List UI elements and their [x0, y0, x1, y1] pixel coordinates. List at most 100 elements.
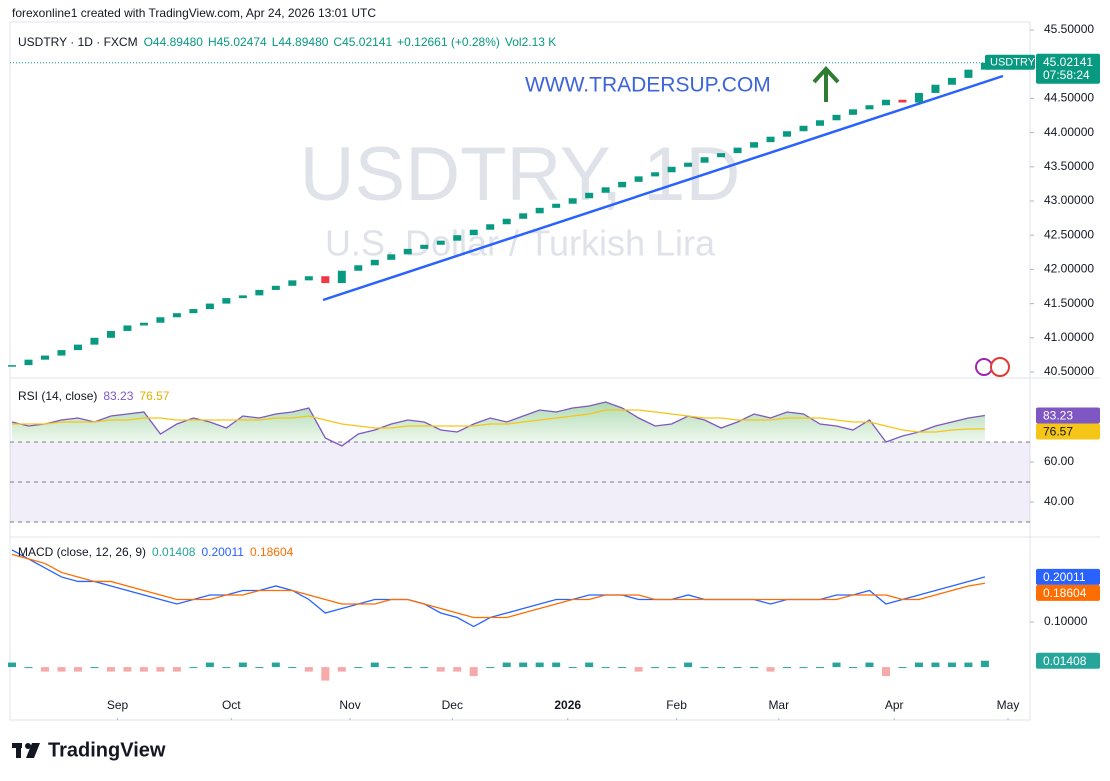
histogram-bar [354, 667, 363, 669]
watermark-subtitle: U.S. Dollar / Turkish Lira [325, 223, 716, 264]
histogram-bar [881, 667, 890, 677]
histogram-bar [568, 667, 577, 669]
value-tag-label: 0.01408 [1043, 654, 1087, 668]
histogram-bar [733, 667, 742, 669]
candle [684, 162, 693, 167]
macd-value: 0.20011 [201, 545, 244, 559]
x-tick-label: May [997, 698, 1020, 712]
histogram-bar [898, 667, 907, 669]
candle [420, 244, 429, 249]
signal-value: 0.18604 [249, 545, 294, 559]
candle [947, 77, 956, 85]
candle [8, 365, 16, 367]
candle [931, 84, 940, 93]
candle [387, 254, 396, 260]
histogram-bar [651, 667, 660, 669]
histogram-bar [123, 667, 132, 672]
histogram-bar [420, 667, 429, 669]
ohlc-item: Vol2.13 K [504, 35, 557, 49]
candle [486, 224, 495, 230]
macd-legend: MACD (close, 12, 26, 9) 0.01408 0.20011 … [18, 545, 293, 559]
x-tick-label: Feb [666, 698, 687, 712]
candle [651, 172, 660, 177]
histogram-bar [403, 667, 412, 669]
symbol-legend: USDTRY · 1D · FXCM [18, 35, 138, 49]
histogram-bar [370, 662, 379, 668]
histogram-bar [717, 667, 726, 669]
ohlc-item: +0.12661 (+0.28%) [397, 35, 500, 49]
histogram-bar [189, 667, 198, 669]
histogram-bar [783, 667, 792, 669]
rsi-legend: RSI (14, close) 83.23 76.57 [18, 389, 169, 403]
histogram-bar [106, 667, 115, 672]
candle [304, 276, 313, 281]
histogram-bar [700, 667, 709, 669]
y-tick-label: 60.00 [1044, 454, 1074, 468]
candle [552, 203, 561, 208]
value-tag [1036, 584, 1100, 601]
histogram-bar [832, 662, 841, 668]
candle [189, 309, 198, 314]
histogram-bar [321, 667, 330, 681]
candle [914, 92, 923, 103]
y-tick-label: 40.00 [1044, 494, 1074, 508]
ohlc-item: L44.89480 [271, 35, 329, 49]
y-tick-label: 43.50000 [1044, 159, 1094, 173]
histogram-bar [552, 662, 561, 668]
histogram-bar [947, 662, 956, 668]
histogram-bar [848, 667, 857, 669]
candle [799, 125, 808, 132]
candle [980, 62, 989, 70]
y-tick-label: 40.50000 [1044, 364, 1094, 378]
y-tick-label: 0.10000 [1044, 614, 1088, 628]
candle [634, 176, 643, 182]
candle [865, 105, 874, 110]
x-tick-label: Dec [442, 698, 463, 712]
candle [453, 235, 462, 241]
histogram-bar [255, 667, 264, 669]
histogram-bar [865, 662, 874, 668]
candle [766, 136, 775, 143]
candle [73, 344, 82, 351]
histogram-bar [667, 667, 676, 669]
histogram-bar [222, 667, 231, 669]
series-line [11, 401, 986, 447]
histogram-bar [766, 667, 775, 672]
indicator-icons [975, 357, 1010, 377]
rsi-ma-value: 76.57 [139, 389, 170, 403]
histogram-bar [453, 667, 462, 672]
candle [370, 259, 379, 266]
up-arrow [812, 66, 840, 102]
candle [106, 330, 115, 338]
histogram-bar [502, 662, 511, 668]
y-tick-label: 41.50000 [1044, 296, 1094, 310]
histogram-bar [964, 662, 973, 668]
candle [288, 280, 297, 286]
histogram-bar [238, 662, 247, 668]
trend-line [322, 74, 1004, 302]
y-tick-label: 41.00000 [1044, 330, 1094, 344]
histogram-bar [90, 667, 99, 669]
value-tag [1036, 568, 1100, 585]
watermark: USDTRY, 1D [300, 132, 741, 217]
histogram-bar [980, 660, 989, 668]
histogram-bar [156, 667, 165, 672]
candle [24, 359, 33, 366]
symbol-tag [985, 54, 1035, 70]
histogram-bar [40, 667, 49, 672]
histogram-bar [337, 667, 346, 672]
histogram-bar [618, 667, 627, 669]
candle [568, 198, 577, 204]
histogram-bar [816, 667, 825, 669]
histogram-bar [634, 667, 643, 672]
candle [816, 120, 825, 126]
candle [667, 166, 676, 173]
value-tag [1036, 423, 1100, 440]
candle [222, 298, 231, 304]
candle [354, 265, 363, 271]
histogram-bar [519, 662, 528, 668]
histogram-bar [469, 667, 478, 677]
series-line [12, 409, 985, 433]
price-legend: USDTRY · 1D · FXCM O44.89480 H45.02474 L44… [18, 35, 556, 49]
